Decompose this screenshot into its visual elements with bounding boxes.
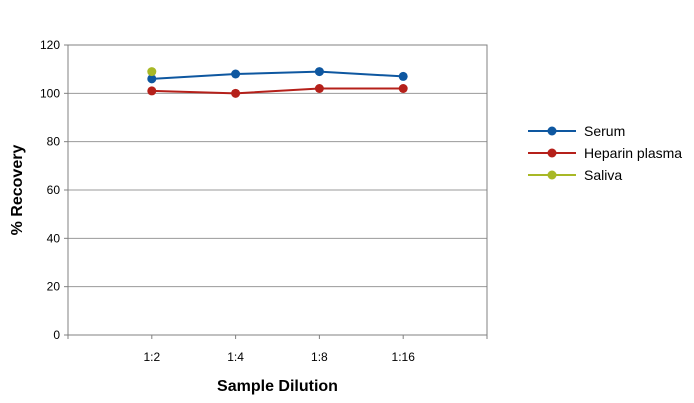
x-axis-ticks: 1:2 1:4 1:8 1:16 bbox=[67, 335, 488, 364]
legend-entry: Saliva bbox=[528, 167, 622, 183]
x-axis-title: Sample Dilution bbox=[217, 378, 338, 395]
y-tick-label: 0 bbox=[53, 328, 60, 342]
legend-swatch-marker bbox=[547, 148, 557, 158]
series-line bbox=[151, 70, 404, 80]
data-point bbox=[147, 86, 157, 96]
data-point bbox=[147, 74, 157, 84]
y-tick-label: 80 bbox=[47, 135, 61, 149]
series-1 bbox=[147, 84, 408, 98]
legend-label: Serum bbox=[584, 123, 625, 139]
legend-swatch-marker bbox=[547, 170, 557, 180]
y-tick-label: 40 bbox=[47, 231, 61, 245]
y-tick-label: 100 bbox=[40, 86, 60, 100]
y-axis-ticks: 0 20 40 60 80 100 120 bbox=[40, 38, 68, 342]
series-0 bbox=[147, 67, 408, 84]
legend-label: Saliva bbox=[584, 167, 622, 183]
legend-entry: Serum bbox=[528, 123, 625, 139]
y-tick-label: 60 bbox=[47, 183, 61, 197]
x-tick-label: 1:4 bbox=[227, 350, 244, 364]
y-tick-label: 20 bbox=[47, 280, 61, 294]
legend: Serum Heparin plasma Saliva bbox=[528, 123, 682, 183]
x-tick-label: 1:8 bbox=[311, 350, 328, 364]
y-axis-title: % Recovery bbox=[9, 145, 26, 236]
series-line bbox=[151, 87, 404, 95]
series-2 bbox=[147, 67, 157, 77]
x-tick-label: 1:16 bbox=[392, 350, 416, 364]
gridlines bbox=[68, 92, 487, 288]
data-point bbox=[314, 67, 324, 77]
data-point bbox=[231, 88, 241, 98]
data-point bbox=[398, 71, 408, 81]
legend-label: Heparin plasma bbox=[584, 145, 682, 161]
legend-swatch-marker bbox=[547, 126, 557, 136]
data-point bbox=[231, 69, 241, 79]
legend-entry: Heparin plasma bbox=[528, 145, 682, 161]
y-tick-label: 120 bbox=[40, 38, 60, 52]
x-tick-label: 1:2 bbox=[143, 350, 160, 364]
data-point bbox=[147, 67, 157, 77]
series-layer bbox=[147, 67, 408, 98]
data-point bbox=[314, 84, 324, 93]
data-point bbox=[398, 84, 408, 93]
